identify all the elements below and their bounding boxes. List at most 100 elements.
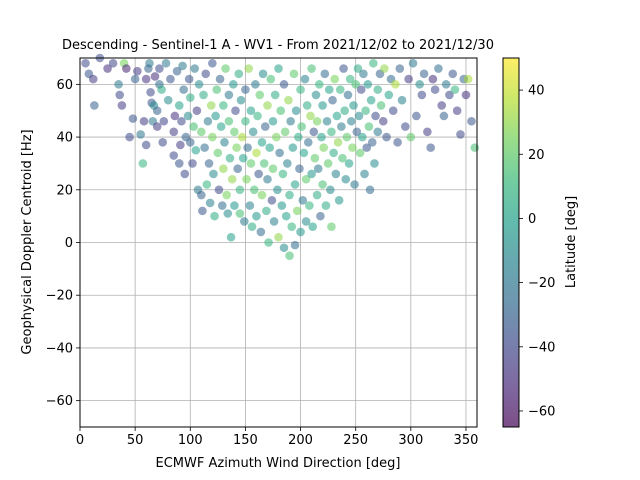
- data-point: [257, 190, 267, 200]
- data-point: [152, 106, 162, 116]
- data-point: [312, 190, 322, 200]
- data-point: [342, 132, 352, 142]
- data-point: [441, 80, 451, 89]
- data-point: [307, 169, 316, 179]
- data-point: [287, 222, 297, 231]
- data-point: [463, 74, 473, 84]
- data-point: [194, 80, 204, 89]
- data-point: [317, 132, 326, 142]
- data-point: [262, 206, 271, 216]
- data-point: [361, 106, 370, 116]
- data-point: [192, 106, 202, 116]
- data-point: [246, 159, 256, 168]
- y-tick-label: 60: [56, 78, 73, 93]
- data-point: [215, 74, 225, 84]
- colorbar-tick-label: −60: [528, 404, 555, 419]
- data-point: [284, 95, 293, 105]
- data-point: [208, 132, 217, 142]
- data-point: [302, 101, 312, 110]
- data-point: [408, 58, 418, 68]
- data-point: [323, 159, 333, 168]
- data-point: [426, 143, 435, 152]
- data-point: [260, 122, 270, 131]
- y-axis-label: Geophysical Doppler Centroid [Hz]: [20, 129, 35, 354]
- data-point: [226, 232, 236, 242]
- data-point: [288, 143, 298, 152]
- data-point: [289, 69, 299, 79]
- data-point: [254, 169, 263, 179]
- data-point: [177, 116, 186, 126]
- data-point: [128, 114, 138, 123]
- data-point: [130, 74, 140, 84]
- data-point: [211, 111, 220, 121]
- data-point: [412, 111, 421, 121]
- data-point: [338, 153, 347, 163]
- data-point: [253, 111, 262, 121]
- data-point: [180, 169, 190, 179]
- colorbar-tick-label: 40: [528, 84, 545, 99]
- data-point: [384, 90, 394, 100]
- data-point: [273, 185, 282, 195]
- data-point: [139, 116, 149, 126]
- data-point: [278, 169, 288, 179]
- data-point: [439, 111, 449, 121]
- data-point: [145, 58, 154, 68]
- data-point: [311, 90, 321, 100]
- colorbar-gradient: [503, 58, 519, 427]
- data-point: [117, 101, 127, 110]
- data-point: [437, 101, 447, 110]
- data-point: [81, 58, 90, 68]
- data-point: [297, 122, 306, 131]
- data-point: [332, 111, 342, 121]
- data-point: [224, 116, 234, 126]
- data-point: [313, 164, 323, 173]
- data-point: [343, 90, 353, 100]
- data-point: [249, 185, 259, 195]
- x-tick-label: 250: [343, 433, 368, 448]
- data-point: [276, 106, 286, 116]
- colorbar-label: Latitude [deg]: [564, 196, 579, 288]
- data-point: [285, 251, 294, 260]
- data-point: [246, 106, 256, 116]
- data-point: [301, 217, 311, 226]
- data-point: [241, 85, 250, 94]
- data-point: [199, 90, 208, 100]
- data-point: [256, 227, 266, 237]
- data-point: [203, 116, 213, 126]
- data-point: [423, 127, 432, 137]
- data-point: [404, 74, 413, 84]
- data-point: [188, 159, 197, 168]
- data-point: [406, 132, 416, 142]
- data-point: [445, 90, 454, 100]
- data-point: [380, 64, 389, 73]
- data-point: [391, 80, 400, 89]
- data-point: [395, 64, 405, 73]
- data-point: [169, 151, 179, 160]
- data-point: [141, 74, 151, 84]
- data-point: [327, 127, 336, 137]
- data-point: [245, 201, 255, 210]
- data-point: [202, 180, 212, 189]
- data-point: [279, 243, 289, 253]
- data-point: [206, 101, 216, 110]
- data-point: [428, 74, 438, 84]
- data-point: [230, 201, 239, 210]
- data-point: [136, 130, 145, 139]
- y-axis-ticks: −60 −40 −20 0 20 40 60: [46, 78, 80, 409]
- data-point: [298, 196, 308, 205]
- data-point: [183, 111, 193, 121]
- data-point: [244, 64, 254, 73]
- data-point: [275, 148, 284, 158]
- data-point: [321, 201, 331, 210]
- data-point: [201, 69, 211, 79]
- data-point: [231, 106, 240, 116]
- data-point: [263, 101, 272, 110]
- data-point: [331, 169, 341, 179]
- data-point: [358, 132, 367, 142]
- data-point: [305, 201, 314, 210]
- data-point: [382, 132, 391, 142]
- data-point: [359, 69, 368, 79]
- scatter-points: [81, 53, 480, 260]
- data-point: [350, 180, 359, 189]
- data-point: [365, 185, 375, 195]
